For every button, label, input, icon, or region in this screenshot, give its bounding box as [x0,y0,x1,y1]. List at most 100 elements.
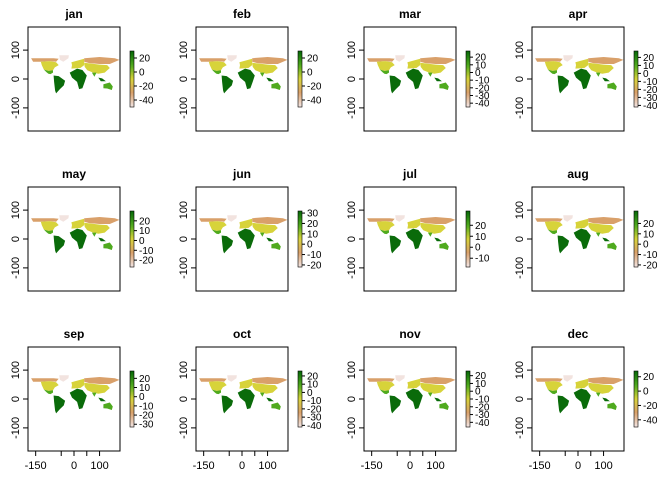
y-tick-label: -100 [346,417,358,439]
land-region-5 [71,58,85,69]
legend-strip [298,86,302,88]
legend-strip [130,246,134,248]
legend-strip [298,380,302,383]
legend-strip [130,380,134,383]
x-tick-label: 0 [239,460,245,472]
land-region-6 [69,228,87,250]
legend-tick-label: 20 [307,54,319,65]
legend-strip [634,216,638,219]
legend-strip [466,80,470,83]
land-region-2 [547,69,557,75]
land-region-1 [376,381,395,391]
legend-strip [634,413,638,415]
land-region-8 [588,382,614,394]
land-region-11 [103,402,113,410]
legend-strip [130,250,134,253]
legend-strip [634,104,638,107]
legend-strip [130,233,134,236]
legend-strip [298,76,302,79]
land-region-9 [427,232,433,237]
legend-tick-label: 20 [139,374,151,385]
legend-strip [466,408,470,411]
land-region-10 [602,77,610,82]
y-tick-label: 0 [178,396,190,402]
legend-strip [634,407,638,410]
legend-strip [634,248,638,251]
legend-strip [298,386,302,389]
land-region-1 [40,221,59,231]
legend-strip [130,237,134,240]
land-region-6 [405,228,423,250]
legend-strip [634,258,638,261]
y-tick-label: -100 [346,97,358,119]
legend-strip [634,265,638,268]
legend-tick-label: 10 [139,226,151,237]
legend-strip [130,411,134,414]
land-region-1 [544,221,563,231]
land-region-2 [547,229,557,235]
legend-tick-label: -10 [643,77,658,88]
legend-strip [634,229,638,232]
legend-strip [634,91,638,94]
map-raster [535,55,624,94]
legend-strip [634,211,638,213]
legend-strip [634,222,638,225]
land-region-11 [271,402,281,410]
legend-tick-label: 10 [475,60,487,71]
legend-strip [298,376,302,379]
map-raster [367,55,456,94]
legend-strip [130,400,134,403]
land-region-2 [211,389,221,395]
land-region-7 [84,377,120,384]
land-region-11 [607,402,617,410]
legend-strip [466,255,470,258]
legend-strip [298,100,302,102]
legend-strip [298,417,302,420]
legend-strip [466,265,470,268]
legend-strip [130,73,134,76]
legend-strip [298,93,302,95]
legend-strip [634,422,638,425]
land-region-2 [43,69,53,75]
y-tick-label: 0 [346,396,358,402]
legend-strip [634,215,638,218]
legend-strip [130,372,134,375]
legend-tick-label: 0 [475,68,481,79]
legend-strip [634,251,638,254]
legend-strip [466,101,470,104]
legend-strip [466,399,470,401]
legend-strip [130,226,134,229]
legend-strip [634,105,638,108]
legend-strip [634,101,638,104]
legend-tick-label: 20 [643,372,655,383]
legend-strip [298,219,302,222]
legend-strip [634,212,638,215]
land-region-6 [405,68,423,90]
y-tick-label: 100 [346,201,358,219]
legend-strip [298,255,302,258]
land-region-7 [588,57,624,64]
legend-strip [634,87,638,90]
legend-strip [466,390,470,393]
legend-strip [466,392,470,394]
legend-strip [130,408,134,411]
land-region-3 [221,395,234,414]
y-tick-label: 100 [178,41,190,59]
land-region-3 [389,235,402,254]
legend-strip [130,376,134,379]
x-tick-label: 100 [426,460,444,472]
legend-strip [130,248,134,251]
legend-strip [298,87,302,90]
legend-strip [298,63,302,66]
legend-strip [634,240,638,243]
legend-strip [298,90,302,93]
legend-strip [298,421,302,424]
legend-tick-label: -30 [307,413,322,424]
legend-strip [130,232,134,234]
land-region-5 [239,58,253,69]
legend-strip [466,55,470,58]
land-region-0 [367,218,395,222]
